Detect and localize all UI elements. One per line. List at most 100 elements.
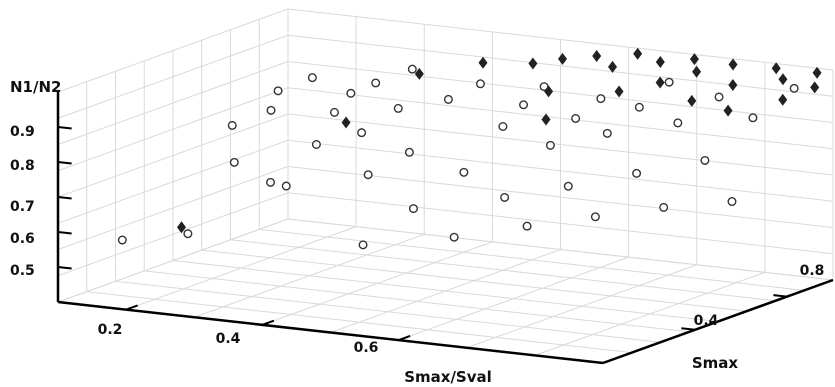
z-tick-mark <box>57 266 72 270</box>
floor-gridline <box>466 264 697 349</box>
diamond-data-point <box>778 93 788 106</box>
floor-gridline <box>398 256 629 341</box>
z-tick-label: 0.9 <box>10 124 35 140</box>
back-wall-gridline <box>287 113 834 176</box>
z-tick-mark <box>57 231 72 235</box>
circle-data-point <box>266 105 276 115</box>
diamond-data-point <box>541 113 551 126</box>
circle-data-point <box>459 167 469 177</box>
diamond-data-point <box>728 58 738 71</box>
circle-data-point <box>443 94 453 104</box>
x-tick-label: 0.4 <box>216 331 241 347</box>
back-wall-gridline <box>287 61 834 123</box>
side-wall-gridline <box>57 113 289 198</box>
y-axis-line <box>602 278 834 365</box>
floor-gridline <box>230 239 776 302</box>
z-tick-label: 0.7 <box>10 199 35 215</box>
diamond-data-point <box>592 49 602 62</box>
diamond-data-point <box>692 65 702 78</box>
diamond-data-point <box>812 66 822 79</box>
diamond-data-point <box>655 76 665 89</box>
points-layer <box>117 47 822 250</box>
circle-data-point <box>475 79 485 89</box>
circle-data-point <box>404 147 414 157</box>
circle-data-point <box>714 92 724 102</box>
diamond-data-point <box>771 62 781 75</box>
diamond-data-point <box>655 56 665 69</box>
y-tick-mark <box>681 327 696 331</box>
floor-gridline <box>259 228 805 291</box>
circle-data-point <box>700 155 710 165</box>
diamond-data-point <box>689 53 699 66</box>
x-tick-mark <box>262 319 275 326</box>
circle-data-point <box>346 88 356 98</box>
diamond-data-point <box>558 52 568 65</box>
circle-data-point <box>632 168 642 178</box>
circle-data-point <box>498 122 508 132</box>
z-tick-mark <box>57 196 72 200</box>
circle-data-point <box>748 113 758 123</box>
x-tick-label: 0.2 <box>98 322 123 338</box>
diamond-data-point <box>608 60 618 73</box>
circle-data-point <box>519 100 529 110</box>
z-tick-mark <box>57 126 72 130</box>
circle-data-point <box>407 64 417 74</box>
floor-gridline <box>534 271 766 356</box>
circle-data-point <box>590 212 600 222</box>
circle-data-point <box>500 192 510 202</box>
z-tick-mark <box>57 161 72 165</box>
circle-data-point <box>329 107 339 117</box>
side-wall-gridline <box>57 34 289 119</box>
circle-data-point <box>358 240 368 250</box>
circle-data-point <box>371 78 381 88</box>
floor-gridline <box>287 218 834 281</box>
diamond-data-point <box>478 56 488 69</box>
back-wall-gridline <box>287 87 834 150</box>
back-wall-gridline <box>287 8 834 71</box>
circle-data-point <box>273 86 283 96</box>
back-wall-gridline <box>287 34 834 97</box>
circle-data-point <box>522 221 532 231</box>
circle-data-point <box>281 181 291 191</box>
diamond-data-point <box>687 94 697 107</box>
circle-data-point <box>727 197 737 207</box>
y-tick-label: 0.4 <box>694 313 719 329</box>
diamond-data-point <box>544 85 554 98</box>
diamond-data-point <box>528 57 538 70</box>
circle-data-point <box>363 170 373 180</box>
circle-data-point <box>307 73 317 83</box>
diamond-data-point <box>778 73 788 86</box>
circle-data-point <box>357 128 367 138</box>
circle-data-point <box>563 181 573 191</box>
circle-data-point <box>266 177 276 187</box>
diamond-data-point <box>723 104 733 117</box>
circle-data-point <box>449 232 459 242</box>
diamond-data-point <box>414 67 424 80</box>
circle-data-point <box>571 113 581 123</box>
circle-data-point <box>602 128 612 138</box>
circle-data-point <box>659 202 669 212</box>
grid-layer <box>57 8 834 364</box>
circle-data-point <box>408 204 418 214</box>
circle-data-point <box>545 140 555 150</box>
axes-layer <box>56 92 834 365</box>
y-tick-label: 0.8 <box>800 263 825 279</box>
x-tick-mark <box>398 335 411 342</box>
y-tick-mark <box>773 294 788 298</box>
circle-data-point <box>393 103 403 113</box>
diamond-data-point <box>614 85 624 98</box>
z-tick-label: 0.5 <box>10 263 35 279</box>
diamond-data-point <box>633 47 643 60</box>
diamond-data-point <box>728 78 738 91</box>
circle-data-point <box>789 83 799 93</box>
y-axis-label: Smax <box>692 354 739 372</box>
circle-data-point <box>596 94 606 104</box>
side-wall-gridline <box>57 8 289 93</box>
circle-data-point <box>664 77 674 87</box>
diamond-data-point <box>341 116 351 129</box>
x-axis-line <box>57 300 604 365</box>
diamond-data-point <box>810 81 820 94</box>
floor-gridline <box>172 260 719 322</box>
x-tick-mark <box>125 304 138 311</box>
